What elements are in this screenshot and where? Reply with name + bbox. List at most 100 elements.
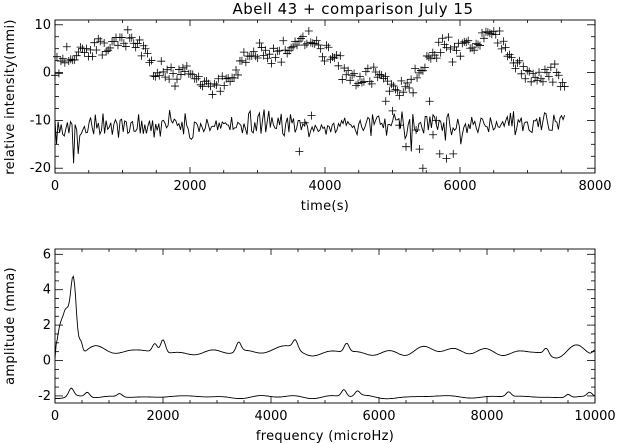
time-series-panel: Abell 43 + comparison July 15 0 2000 4000 6… (3, 0, 612, 214)
star-data-point (472, 39, 481, 48)
star-data-point (237, 56, 246, 65)
star-data-point (302, 39, 311, 48)
star-data-point (342, 70, 351, 79)
star-data-point (501, 43, 510, 52)
bottom-x-tick-label: 10000 (574, 409, 615, 424)
star-data-point (304, 27, 313, 36)
star-data-point (513, 58, 522, 67)
chart-title: Abell 43 + comparison July 15 (233, 0, 474, 18)
star-data-point (381, 72, 390, 81)
star-data-point (220, 81, 229, 90)
star-data-point (377, 71, 386, 80)
star-data-point (133, 39, 142, 48)
star-data-point (344, 66, 353, 75)
star-data-point (493, 38, 502, 47)
star-data-point (188, 70, 197, 79)
star-data-point (110, 37, 119, 46)
star-data-point (450, 42, 459, 51)
star-data-point (456, 52, 465, 61)
star-data-point (208, 90, 217, 99)
star-data-point (483, 28, 492, 37)
bottom-x-ticks: 0 2000 4000 6000 8000 10000 (51, 249, 616, 424)
star-data-point (381, 97, 390, 106)
star-data-point (261, 46, 270, 55)
star-data-point (161, 73, 170, 82)
bottom-x-tick-label: 6000 (362, 409, 395, 424)
bottom-y-tick-label: 6 (43, 247, 51, 262)
star-data-point (312, 36, 321, 45)
top-x-tick-label: 8000 (578, 179, 611, 194)
star-data-point (485, 29, 494, 38)
star-data-point (60, 58, 69, 67)
star-data-point (72, 51, 81, 60)
star-data-point (499, 37, 508, 46)
star-data-point (409, 88, 418, 97)
star-data-point (293, 41, 302, 50)
star-data-point (354, 79, 363, 88)
star-data-point (102, 47, 111, 56)
star-data-point (462, 38, 471, 47)
star-data-point (334, 61, 343, 70)
star-data-point (436, 48, 445, 57)
star-data-point (503, 52, 512, 61)
star-data-point (200, 77, 209, 86)
star-data-point (318, 52, 327, 61)
star-data-point (470, 46, 479, 55)
star-data-point (407, 75, 416, 84)
star-data-point (324, 43, 333, 52)
star-data-point (56, 57, 65, 66)
star-data-point (466, 44, 475, 53)
star-data-point (247, 51, 256, 60)
star-data-point (495, 26, 504, 35)
top-x-tick-label: 2000 (173, 179, 206, 194)
star-data-point (147, 56, 156, 65)
star-data-point (90, 38, 99, 47)
bottom-y-tick-label: 0 (43, 354, 51, 369)
star-data-point (273, 47, 282, 56)
star-data-point (300, 41, 309, 50)
star-data-point (529, 69, 538, 78)
star-data-point (389, 81, 398, 90)
star-data-point (192, 74, 201, 83)
top-x-axis-label: time(s) (301, 199, 349, 214)
star-data-point (212, 81, 221, 90)
star-data-point (275, 46, 284, 55)
star-data-point (515, 56, 524, 65)
star-data-point (171, 82, 180, 91)
star-data-point (446, 45, 455, 54)
star-data-point (104, 46, 113, 55)
star-data-point (135, 35, 144, 44)
star-data-point (322, 41, 331, 50)
star-data-point (452, 46, 461, 55)
star-data-point (560, 82, 569, 91)
top-y-tick-label: -20 (30, 161, 51, 176)
star-data-point (54, 69, 63, 78)
star-data-point (106, 43, 115, 52)
top-y-tick-label: -10 (30, 113, 51, 128)
bottom-y-tick-label: -2 (38, 389, 51, 404)
star-data-point (306, 38, 315, 47)
star-data-point (357, 78, 366, 87)
bottom-y-axis-label: amplitude (mma) (3, 267, 18, 385)
star-data-point (326, 55, 335, 64)
star-data-point (432, 54, 441, 63)
star-data-point (51, 71, 59, 80)
star-data-point (346, 76, 355, 85)
comparison-spectrum-line (54, 387, 596, 400)
star-data-point (550, 60, 559, 69)
star-data-point (538, 77, 547, 86)
star-data-point (434, 38, 443, 47)
star-data-point (92, 46, 101, 55)
star-data-point (413, 73, 422, 82)
star-data-point (169, 69, 178, 78)
star-data-point (558, 78, 567, 87)
top-y-tick-label: 0 (43, 66, 51, 81)
star-data-point (100, 38, 109, 47)
star-data-point (241, 58, 250, 67)
top-x-tick-label: 4000 (308, 179, 341, 194)
star-data-point (62, 42, 71, 51)
star-data-point (74, 47, 83, 56)
star-data-point (412, 125, 421, 134)
star-data-point (363, 64, 372, 73)
